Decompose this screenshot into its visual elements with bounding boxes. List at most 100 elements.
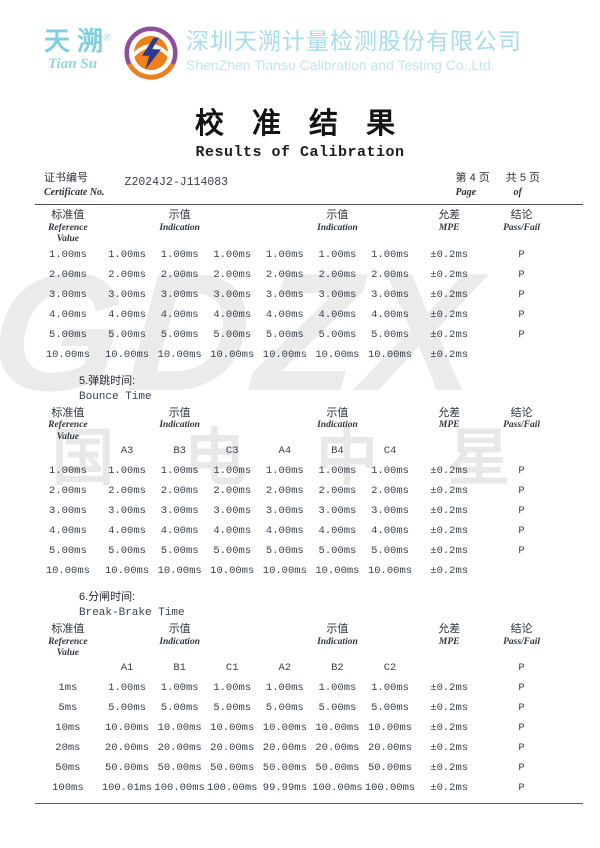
- col-reference-value: 标准值 Reference Value: [48, 209, 88, 245]
- table-cell: 5.00ms: [108, 701, 146, 714]
- table-cell: 4.00ms: [213, 308, 252, 321]
- table-cell: ±0.2ms: [430, 545, 469, 558]
- table-cell: 10.00ms: [104, 721, 150, 734]
- table-cell: 2.00ms: [213, 268, 252, 281]
- registered-mark: ®: [103, 32, 111, 44]
- company-name-en: ShenZhen Tiansu Calibration and Testing …: [186, 57, 495, 74]
- table-cell: 1.00ms: [265, 681, 304, 694]
- table-cell: 3.00ms: [318, 288, 357, 301]
- table-cell: 10.00ms: [315, 565, 360, 578]
- table-cell: 4.00ms: [318, 308, 357, 321]
- table-cell: 1.00ms: [371, 248, 409, 261]
- table-cell: 4.00ms: [265, 525, 304, 538]
- table-cell: 2.00ms: [265, 268, 304, 281]
- table-cell: 5.00ms: [371, 545, 409, 558]
- table-cell: ±0.2ms: [430, 308, 469, 321]
- table-cell: 20.00ms: [315, 741, 360, 754]
- of-label-en: of: [513, 187, 522, 198]
- table-cell: 1.00ms: [265, 248, 304, 261]
- table-cell: 1.00ms: [160, 465, 199, 478]
- table-row: 10ms 10.00ms 10.00ms 10.00ms 10.00ms 10.00ms 1…: [35, 719, 561, 739]
- channel-label-cell: C2: [383, 661, 397, 674]
- table-cell: 5.00ms: [160, 701, 199, 714]
- table-row: 1.00ms 1.00ms 1.00ms 1.00ms 1.00ms 1.00ms 1.00…: [35, 462, 561, 482]
- table-cell: 3.00ms: [160, 505, 199, 518]
- col-mpe: 允差 MPE: [438, 209, 461, 233]
- table-cell: 20.00ms: [262, 741, 307, 754]
- channel-label-cell: C1: [225, 661, 239, 674]
- col-indication-2: 示值 Indication: [317, 209, 358, 233]
- table-cell: 3.00ms: [265, 288, 304, 301]
- table-cell: 3.00ms: [371, 288, 409, 301]
- table-cell: 100.00ms: [207, 781, 258, 794]
- table-header-row: 标准值 Reference Value 示值 Indication 示值 Indicatio…: [35, 209, 561, 246]
- table-cell: P: [518, 328, 525, 341]
- table-cell: 4.00ms: [265, 308, 304, 321]
- table-cell: 10.00ms: [104, 565, 150, 578]
- channel-label-cell: A3: [120, 445, 134, 458]
- table-cell: ±0.2ms: [430, 348, 469, 361]
- table-cell: 2.00ms: [48, 268, 87, 281]
- table-row: 10.00ms 10.00ms 10.00ms 10.00ms 10.00ms 10.00…: [35, 562, 561, 582]
- section-break-brake-label-en: Break-Brake Time: [79, 607, 185, 620]
- table-cell: P: [518, 781, 525, 794]
- table-cell: 4.00ms: [371, 525, 409, 538]
- channel-label-cell: [416, 443, 482, 462]
- table-cell: 10.00ms: [45, 565, 90, 578]
- channel-label-cell: P: [518, 661, 525, 674]
- company-logo: 天 溯® Tian Su: [44, 28, 122, 73]
- table-subheader-row: A1 B1 C1 A2 B2 C2 P: [35, 660, 561, 679]
- table-cell: 50.00ms: [262, 761, 307, 774]
- table-cell: 10.00ms: [367, 565, 413, 578]
- table-cell: P: [518, 505, 525, 518]
- channel-label-cell: [35, 443, 101, 462]
- table-cell: ±0.2ms: [430, 328, 469, 341]
- col-pass-fail: 结论 Pass/Fail: [503, 406, 541, 431]
- table-row: 2.00ms 2.00ms 2.00ms 2.00ms 2.00ms 2.00ms 2.00…: [35, 482, 561, 502]
- table-cell: 1.00ms: [213, 248, 252, 261]
- table-cell: 5.00ms: [108, 545, 146, 558]
- table-row: 1ms 1.00ms 1.00ms 1.00ms 1.00ms 1.00ms 1.00ms ±…: [35, 679, 561, 699]
- table-cell: 4.00ms: [108, 308, 146, 321]
- table-cell: 3.00ms: [108, 505, 146, 518]
- table-cell: 3.00ms: [48, 505, 87, 518]
- table-cell: 10.00ms: [262, 721, 307, 734]
- table-cell: 20.00ms: [367, 741, 413, 754]
- table-cell: P: [518, 701, 525, 714]
- channel-label-cell: A4: [278, 445, 292, 458]
- table-cell: 99.99ms: [262, 781, 307, 794]
- table-cell: ±0.2ms: [430, 761, 469, 774]
- table-cell: 1.00ms: [108, 465, 146, 478]
- table-cell: 1.00ms: [318, 248, 357, 261]
- table-cell: 2.00ms: [265, 485, 304, 498]
- certificate-label-zh: 证书编号: [44, 172, 88, 184]
- table-cell: 50.00ms: [210, 761, 255, 774]
- table-cell: 50.00ms: [315, 761, 360, 774]
- table-cell: 2.00ms: [371, 268, 409, 281]
- table-cell: P: [518, 525, 525, 538]
- table-cell: 20ms: [55, 741, 81, 754]
- table-cell: 5.00ms: [108, 328, 146, 341]
- table-cell: 10ms: [55, 721, 81, 734]
- table-cell: 10.00ms: [104, 348, 150, 361]
- table-cell: [482, 562, 561, 582]
- table-cell: 1.00ms: [48, 248, 87, 261]
- table-cell: 50.00ms: [104, 761, 150, 774]
- table-cell: P: [518, 721, 525, 734]
- table-cell: 5.00ms: [48, 545, 87, 558]
- table-row: 4.00ms 4.00ms 4.00ms 4.00ms 4.00ms 4.00ms 4.00…: [35, 306, 561, 326]
- page-number-zh: 第 4 页: [455, 172, 490, 184]
- channel-label-cell: C4: [383, 445, 397, 458]
- channel-label-cell: A1: [120, 661, 134, 674]
- table-cell: 2.00ms: [48, 485, 87, 498]
- table-cell: P: [518, 288, 525, 301]
- table-cell: 50.00ms: [157, 761, 202, 774]
- table-cell: P: [518, 465, 525, 478]
- table-row: 3.00ms 3.00ms 3.00ms 3.00ms 3.00ms 3.00ms 3.00…: [35, 502, 561, 522]
- table-row: 2.00ms 2.00ms 2.00ms 2.00ms 2.00ms 2.00ms 2.00…: [35, 266, 561, 286]
- channel-label-cell: C3: [225, 445, 239, 458]
- table-cell: 2.00ms: [213, 485, 252, 498]
- logo-zh-text: 天 溯®: [44, 26, 111, 56]
- table-cell: 1.00ms: [318, 465, 357, 478]
- table-cell: 5.00ms: [265, 545, 304, 558]
